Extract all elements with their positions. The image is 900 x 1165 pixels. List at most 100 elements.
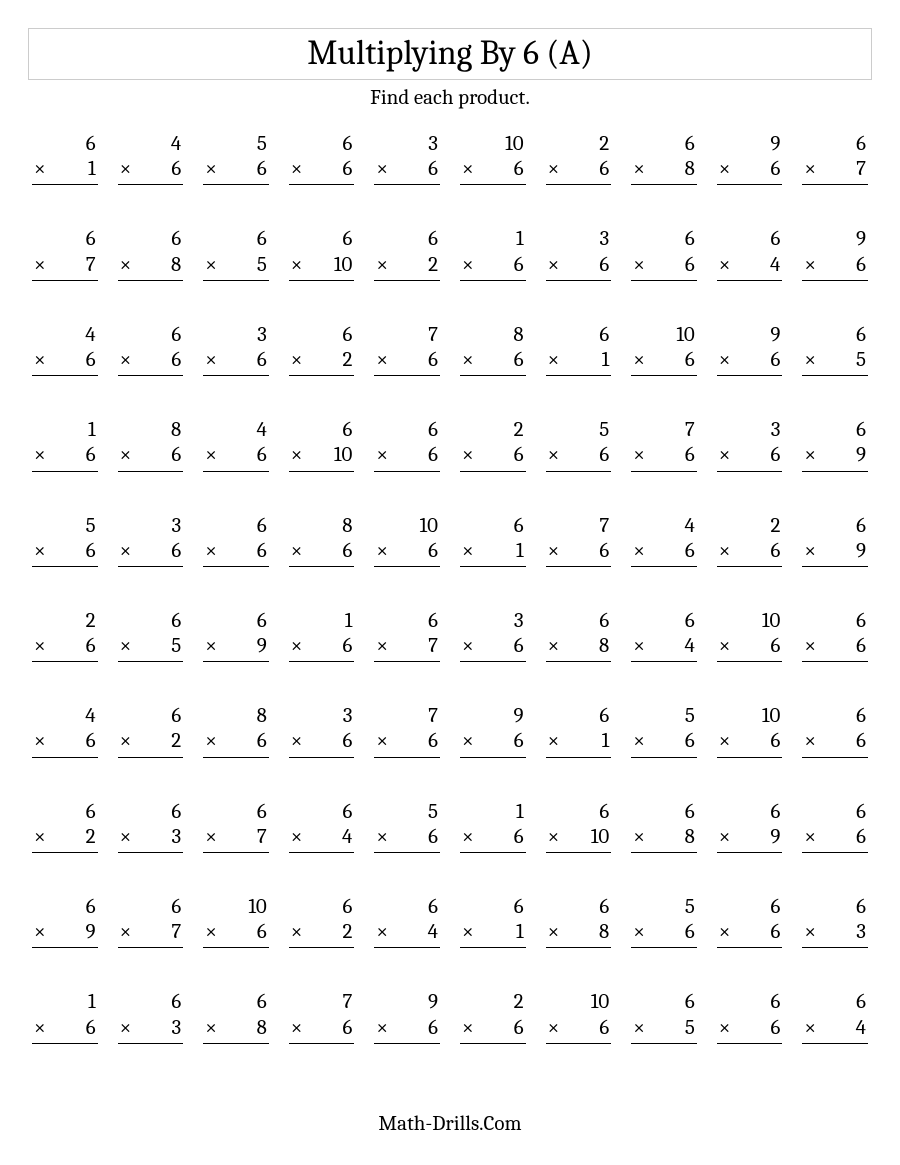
multiplication-problem: 9×6 — [717, 323, 783, 376]
multiply-icon: × — [460, 253, 474, 278]
multiplier-row: ×6 — [32, 539, 98, 567]
multiplicand: 6 — [289, 418, 355, 443]
multiplication-problem: 6×1 — [460, 514, 526, 567]
multiplier: 6 — [599, 157, 609, 181]
multiplication-problem: 3×6 — [374, 132, 440, 185]
multiplicand: 7 — [374, 704, 440, 729]
multiply-icon: × — [32, 443, 46, 468]
multiplication-problem: 2×6 — [546, 132, 612, 185]
multiplier: 6 — [685, 539, 695, 563]
multiplier: 6 — [428, 825, 438, 849]
multiplier: 9 — [257, 634, 267, 658]
multiply-icon: × — [460, 634, 474, 659]
multiplicand: 6 — [631, 609, 697, 634]
multiply-icon: × — [203, 253, 217, 278]
multiplier: 4 — [428, 920, 438, 944]
multiplication-problem: 6×8 — [546, 895, 612, 948]
multiplicand: 10 — [460, 132, 526, 157]
multiplication-problem: 6×6 — [802, 800, 868, 853]
multiplication-problem: 4×6 — [32, 704, 98, 757]
multiplier: 8 — [685, 825, 695, 849]
multiplier-row: ×6 — [802, 825, 868, 853]
multiplicand: 6 — [118, 704, 184, 729]
multiplier-row: ×6 — [460, 253, 526, 281]
multiply-icon: × — [203, 348, 217, 373]
multiplicand: 7 — [546, 514, 612, 539]
multiplier-row: ×6 — [460, 348, 526, 376]
multiplier: 1 — [602, 729, 610, 753]
multiplier: 2 — [342, 920, 352, 944]
multiply-icon: × — [460, 348, 474, 373]
multiplication-problem: 7×6 — [374, 704, 440, 757]
multiplicand: 3 — [374, 132, 440, 157]
multiplier: 7 — [86, 253, 96, 277]
multiplicand: 6 — [802, 800, 868, 825]
multiplier-row: ×6 — [32, 1016, 98, 1044]
multiply-icon: × — [32, 539, 46, 564]
multiply-icon: × — [118, 539, 132, 564]
multiplication-problem: 6×1 — [32, 132, 98, 185]
multiply-icon: × — [203, 634, 217, 659]
multiplier: 10 — [334, 253, 352, 277]
multiplier: 9 — [856, 539, 866, 563]
multiplier: 2 — [86, 825, 96, 849]
multiplier-row: ×6 — [631, 348, 697, 376]
multiplier-row: ×6 — [460, 443, 526, 471]
multiply-icon: × — [374, 920, 388, 945]
multiply-icon: × — [118, 253, 132, 278]
multiplier-row: ×6 — [460, 729, 526, 757]
multiplier: 6 — [343, 539, 353, 563]
multiplication-problem: 6×1 — [460, 895, 526, 948]
multiplicand: 6 — [802, 323, 868, 348]
multiplication-problem: 6×6 — [802, 704, 868, 757]
multiplicand: 1 — [32, 990, 98, 1015]
multiplication-problem: 6×9 — [802, 514, 868, 567]
multiplicand: 6 — [546, 800, 612, 825]
multiplication-problem: 6×2 — [289, 323, 355, 376]
multiplication-problem: 7×6 — [374, 323, 440, 376]
multiply-icon: × — [374, 348, 388, 373]
multiplication-problem: 10×6 — [460, 132, 526, 185]
multiply-icon: × — [802, 634, 816, 659]
multiplicand: 1 — [460, 800, 526, 825]
worksheet-footer: Math-Drills.Com — [28, 1112, 872, 1136]
multiply-icon: × — [546, 253, 560, 278]
multiply-icon: × — [631, 920, 645, 945]
multiplier: 9 — [86, 920, 96, 944]
multiplier-row: ×6 — [546, 1016, 612, 1044]
multiply-icon: × — [32, 157, 46, 182]
multiply-icon: × — [374, 1016, 388, 1041]
multiplier-row: ×9 — [802, 539, 868, 567]
multiply-icon: × — [118, 920, 132, 945]
multiplication-problem: 1×6 — [460, 227, 526, 280]
multiplicand: 6 — [203, 609, 269, 634]
multiply-icon: × — [717, 1016, 731, 1041]
multiply-icon: × — [802, 920, 816, 945]
multiply-icon: × — [289, 348, 303, 373]
multiplier: 6 — [428, 348, 438, 372]
multiplicand: 6 — [374, 609, 440, 634]
multiplication-problem: 1×6 — [460, 800, 526, 853]
multiplier: 3 — [856, 920, 866, 944]
multiplier: 6 — [771, 634, 781, 658]
multiplier: 8 — [599, 634, 609, 658]
multiplicand: 1 — [289, 609, 355, 634]
multiplier: 6 — [599, 539, 609, 563]
multiplier-row: ×9 — [717, 825, 783, 853]
multiplier-row: ×6 — [374, 729, 440, 757]
multiplier: 6 — [86, 348, 96, 372]
multiplier-row: ×6 — [717, 634, 783, 662]
multiply-icon: × — [802, 348, 816, 373]
multiplier-row: ×4 — [374, 920, 440, 948]
multiplication-problem: 4×6 — [118, 132, 184, 185]
multiplier: 6 — [428, 1016, 438, 1040]
multiplication-problem: 6×8 — [203, 990, 269, 1043]
multiplicand: 10 — [546, 990, 612, 1015]
multiplier: 6 — [428, 729, 438, 753]
multiplication-problem: 9×6 — [717, 132, 783, 185]
multiplication-problem: 6×6 — [802, 609, 868, 662]
multiplier-row: ×6 — [546, 539, 612, 567]
multiplication-problem: 6×6 — [374, 418, 440, 471]
multiplier: 1 — [602, 348, 610, 372]
multiply-icon: × — [631, 1016, 645, 1041]
